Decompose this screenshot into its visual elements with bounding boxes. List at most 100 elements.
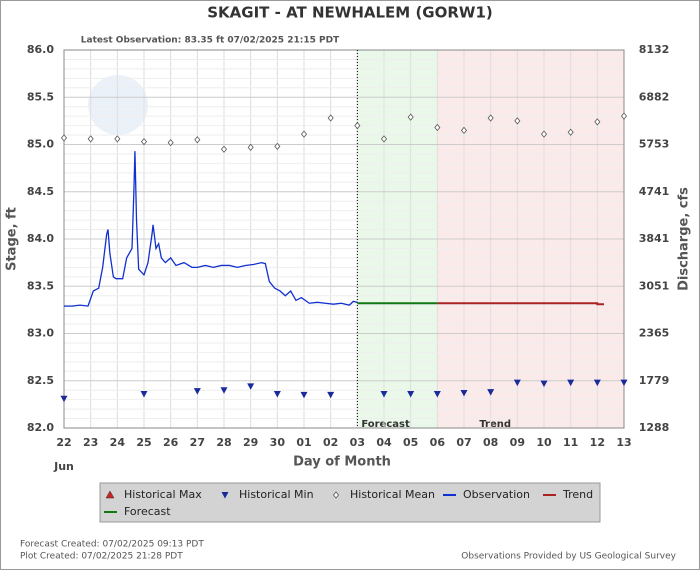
data-point (407, 390, 415, 398)
plot-border (63, 49, 625, 429)
data-point (354, 121, 361, 130)
series-line (437, 302, 604, 306)
x-tick-label: 13 (616, 436, 631, 449)
data-point (114, 135, 121, 143)
month-label: Jun (53, 460, 74, 473)
x-tick-label: 06 (430, 436, 446, 449)
x-tick-label: 07 (456, 436, 471, 449)
subtitle: Latest Observation: 83.35 ft 07/02/2025 … (81, 36, 340, 46)
region-label: Trend (479, 419, 511, 430)
data-point (140, 138, 148, 146)
data-point (327, 391, 335, 399)
data-point (87, 135, 94, 143)
legend-label: Historical Min (239, 488, 314, 501)
x-tick-label: 08 (483, 436, 498, 449)
y2-tick-label: 3841 (639, 232, 670, 245)
legend-label: Historical Max (124, 488, 202, 501)
x-tick-label: 24 (110, 436, 126, 449)
data-point (594, 118, 601, 126)
data-point (273, 390, 281, 398)
data-point (327, 114, 334, 122)
y-tick-label: 84.5 (27, 185, 54, 198)
series-line (64, 151, 358, 307)
data-point (567, 379, 575, 387)
data-point (247, 383, 255, 390)
y2-axis-label: Discharge, cfs (677, 187, 692, 291)
legend-marker (105, 490, 115, 499)
y-tick-label: 85.0 (27, 138, 54, 151)
y2-tick-label: 2365 (639, 327, 670, 340)
y-tick-label: 86.0 (27, 43, 54, 56)
data-point (567, 128, 574, 136)
x-tick-label: 03 (350, 436, 365, 449)
y-tick-label: 82.0 (27, 421, 54, 434)
x-tick-label: 30 (270, 436, 286, 449)
logo (88, 75, 148, 135)
y-tick-label: 84.0 (27, 232, 54, 245)
y-tick-label: 82.5 (27, 374, 54, 387)
legend-label: Forecast (124, 505, 171, 518)
legend-marker (221, 492, 229, 499)
x-tick-label: 09 (510, 436, 525, 449)
y2-tick-label: 6882 (639, 90, 670, 103)
y2-tick-label: 3051 (639, 279, 670, 292)
y-axis-label: Stage, ft (5, 207, 20, 271)
data-point (380, 135, 388, 143)
y-tick-label: 83.5 (27, 279, 54, 292)
x-tick-label: 28 (216, 436, 231, 449)
data-point (593, 379, 601, 387)
data-point (434, 123, 441, 132)
legend-label: Trend (562, 488, 593, 501)
x-tick-label: 10 (536, 436, 552, 449)
y-tick-label: 85.5 (27, 90, 54, 103)
footer: Observations Provided by US Geological S… (461, 552, 676, 562)
data-point (487, 389, 495, 396)
data-point (300, 130, 308, 138)
footer: Plot Created: 07/02/2025 21:28 PDT (20, 552, 183, 562)
data-point (513, 379, 521, 387)
x-tick-label: 22 (56, 436, 71, 449)
data-point (194, 136, 201, 144)
region-label: Forecast (361, 419, 410, 430)
x-tick-label: 23 (83, 436, 98, 449)
data-point (167, 138, 174, 147)
data-point (460, 390, 468, 397)
x-tick-label: 26 (163, 436, 179, 449)
y2-tick-label: 4741 (639, 185, 670, 198)
legend-label: Historical Mean (350, 488, 435, 501)
data-point (193, 388, 201, 395)
data-point (247, 143, 254, 151)
data-point (300, 391, 308, 399)
x-tick-label: 04 (376, 436, 392, 449)
legend (99, 482, 601, 523)
footer: Forecast Created: 07/02/2025 09:13 PDT (20, 540, 204, 550)
data-point (60, 134, 68, 142)
x-tick-label: 01 (296, 436, 311, 449)
y2-tick-label: 1779 (639, 374, 670, 387)
chart-title: SKAGIT - AT NEWHALEM (GORW1) (207, 4, 493, 22)
data-point (540, 130, 548, 138)
data-point (514, 117, 521, 125)
y2-tick-label: 8132 (639, 43, 670, 56)
data-point (220, 145, 228, 153)
y2-tick-label: 1288 (639, 421, 670, 434)
y-tick-label: 83.0 (27, 327, 54, 340)
legend-label: Observation (463, 488, 530, 501)
data-point (60, 395, 68, 403)
x-tick-label: 27 (190, 436, 205, 449)
data-point (407, 113, 414, 121)
x-tick-label: 11 (563, 436, 578, 449)
x-tick-label: 05 (403, 436, 418, 449)
data-point (220, 387, 228, 394)
x-tick-label: 25 (136, 436, 151, 449)
data-point (140, 390, 148, 398)
data-point (540, 380, 548, 388)
data-point (620, 379, 628, 387)
data-point (620, 112, 628, 120)
x-tick-label: 29 (243, 436, 258, 449)
x-tick-label: 12 (590, 436, 605, 449)
legend-marker (332, 491, 340, 499)
data-point (460, 126, 468, 134)
data-point (487, 114, 494, 122)
